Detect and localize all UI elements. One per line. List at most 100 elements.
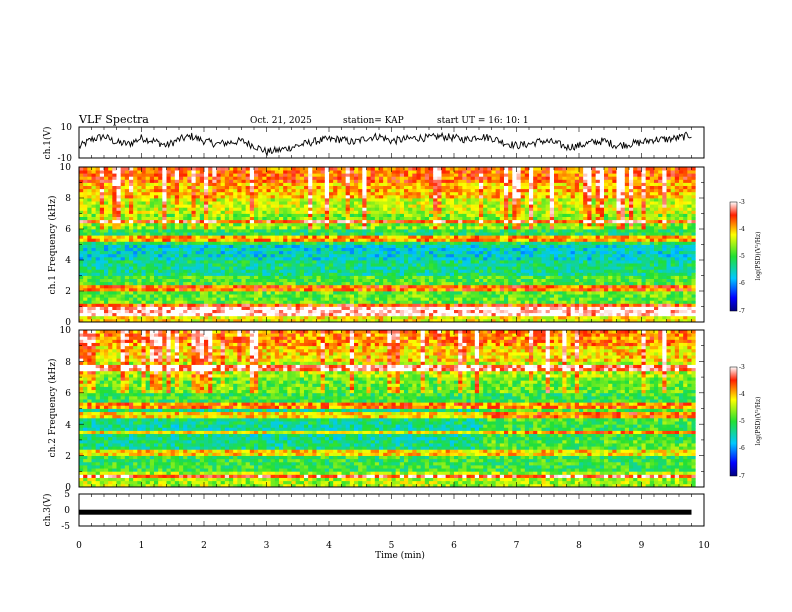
spectrogram-cell — [374, 281, 380, 286]
spectrogram-cell — [154, 238, 159, 242]
spectrogram-cell — [258, 232, 263, 236]
spectrogram-cell — [262, 275, 267, 279]
spectrogram-cell — [345, 247, 351, 252]
spectrogram-cell — [312, 309, 317, 314]
spectrogram-cell — [162, 312, 167, 317]
spectrogram-cell — [391, 278, 397, 283]
spectrogram-cell — [216, 281, 222, 286]
spectrogram-cell — [408, 253, 413, 258]
spectrogram-cell — [183, 216, 188, 221]
spectrogram-cell — [383, 191, 388, 196]
spectrogram-cell — [441, 241, 447, 245]
spectrogram-cell — [445, 204, 451, 208]
spectrogram-cell — [108, 275, 113, 279]
spectrogram-cell — [433, 173, 438, 177]
spectrogram-cell — [199, 303, 205, 307]
spectrogram-cell — [370, 207, 376, 211]
spectrogram-cell — [420, 188, 426, 193]
spectrogram-cell — [79, 309, 84, 314]
spectrogram-cell — [254, 278, 259, 283]
spectrogram-cell — [270, 272, 276, 276]
spectrogram-cell — [108, 272, 113, 276]
spectrogram-cell — [379, 294, 384, 298]
spectrogram-cell — [483, 287, 488, 292]
spectrogram-cell — [191, 198, 197, 202]
spectrogram-cell — [266, 194, 272, 199]
spectrogram-cell — [79, 238, 84, 242]
spectrogram-cell — [195, 179, 201, 183]
spectrogram-cell — [416, 281, 422, 286]
spectrogram-cell — [395, 173, 401, 177]
spectrogram-cell — [249, 235, 255, 239]
spectrogram-cell — [404, 297, 409, 301]
spectrogram-cell — [258, 179, 263, 183]
spectrogram-cell — [358, 222, 363, 227]
spectrogram-cell — [470, 222, 476, 227]
spectrogram-cell — [437, 297, 442, 301]
spectrogram-cell — [99, 281, 105, 286]
spectrogram-cell — [329, 260, 334, 264]
spectrogram-cell — [170, 176, 176, 180]
spectrogram-cell — [179, 241, 184, 245]
spectrogram-cell — [170, 315, 176, 320]
spectrogram-cell — [387, 291, 392, 295]
spectrogram-cell — [141, 185, 147, 190]
spectrogram-cell — [329, 179, 334, 183]
spectrogram-cell — [204, 263, 209, 267]
spectrogram-cell — [304, 318, 309, 323]
spectrogram-cell — [379, 303, 384, 307]
spectrogram-cell — [241, 312, 247, 317]
spectrogram-cell — [274, 229, 280, 233]
spectrogram-cell — [108, 225, 113, 230]
spectrogram-cell — [433, 272, 438, 276]
spectrogram-cell — [458, 287, 463, 292]
spectrogram-cell — [249, 281, 255, 286]
ch1-spectrogram-image — [79, 167, 705, 323]
spectrogram-cell — [154, 201, 159, 205]
spectrogram-cell — [162, 216, 167, 221]
spectrogram-cell — [204, 278, 209, 283]
spectrogram-cell — [416, 173, 422, 177]
spectrogram-cell — [245, 216, 251, 221]
spectrogram-cell — [449, 287, 455, 292]
spectrogram-cell — [133, 275, 138, 279]
spectrogram-cell — [99, 213, 105, 217]
spectrogram-cell — [158, 291, 163, 295]
spectrogram-cell — [283, 263, 288, 267]
spectrogram-cell — [133, 179, 138, 183]
spectrogram-cell — [124, 266, 130, 270]
spectrogram-cell — [187, 191, 192, 196]
spectrogram-cell — [466, 300, 472, 304]
spectrogram-cell — [345, 173, 351, 177]
spectrogram-cell — [491, 229, 497, 233]
spectrogram-cell — [291, 188, 297, 193]
spectrogram-cell — [112, 176, 117, 180]
spectrogram-cell — [387, 269, 392, 273]
spectrogram-cell — [154, 235, 159, 239]
spectrogram-cell — [254, 315, 259, 320]
spectrogram-cell — [112, 191, 117, 196]
spectrogram-cell — [174, 269, 180, 273]
spectrogram-cell — [91, 194, 97, 199]
spectrogram-cell — [424, 263, 430, 267]
spectrogram-cell — [95, 185, 101, 190]
spectrogram-cell — [408, 210, 413, 214]
spectrogram-cell — [162, 284, 167, 289]
spectrogram-cell — [162, 253, 167, 258]
spectrogram-cell — [379, 241, 384, 245]
spectrogram-cell — [187, 256, 192, 261]
spectrogram-cell — [133, 253, 138, 258]
spectrogram-cell — [354, 225, 359, 230]
spectrogram-cell — [387, 201, 392, 205]
spectrogram-cell — [266, 297, 272, 301]
spectrogram-cell — [404, 318, 409, 323]
spectrogram-cell — [383, 179, 388, 183]
spectrogram-cell — [174, 216, 180, 221]
spectrogram-cell — [329, 253, 334, 258]
spectrogram-cell — [441, 294, 447, 298]
spectrogram-cell — [87, 294, 92, 298]
spectrogram-cell — [312, 269, 317, 273]
spectrogram-cell — [374, 167, 380, 171]
spectrogram-cell — [104, 210, 109, 214]
spectrogram-cell — [383, 291, 388, 295]
